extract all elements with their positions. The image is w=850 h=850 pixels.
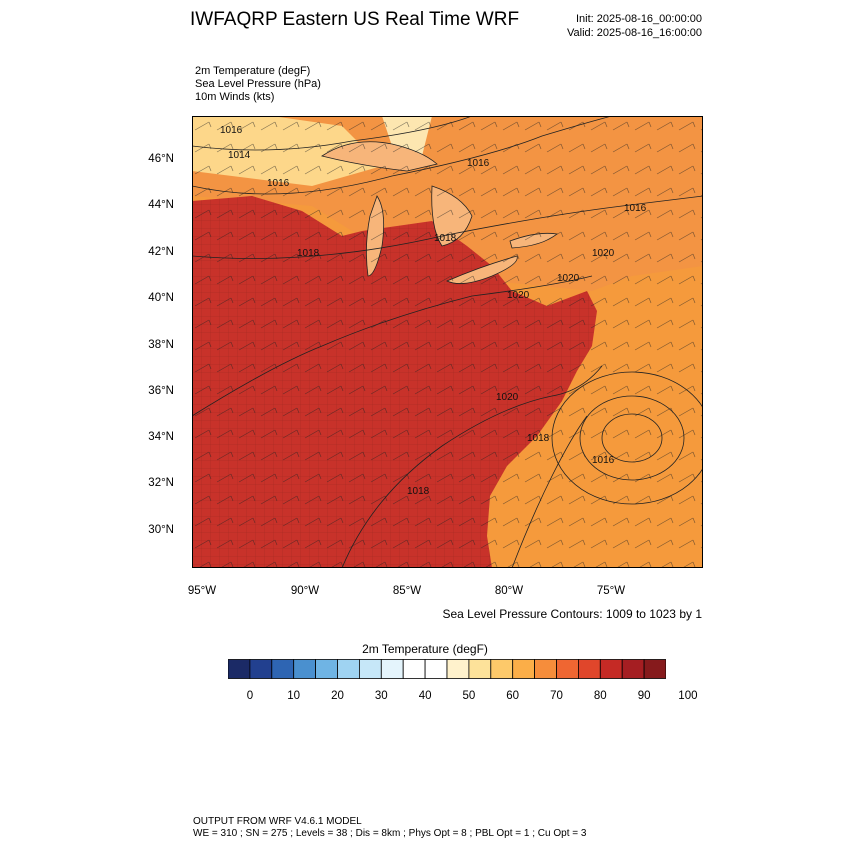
contour-note: Sea Level Pressure Contours: 1009 to 102… <box>442 607 703 621</box>
isobar-label: 1018 <box>434 233 457 244</box>
isobar-label: 1020 <box>557 273 580 284</box>
colorbar-tick-label: 50 <box>462 690 476 702</box>
colorbar-tick-label: 60 <box>506 690 520 702</box>
isobar-label: 1020 <box>592 248 615 259</box>
colorbar-cell <box>468 659 492 679</box>
isobar-label: 1016 <box>592 455 615 466</box>
field-label-winds: 10m Winds (kts) <box>195 91 275 103</box>
colorbar-cell <box>556 659 579 679</box>
colorbar <box>227 659 667 684</box>
colorbar-cell <box>621 659 645 679</box>
colorbar-tick-label: 0 <box>246 690 254 702</box>
lon-label: 75°W <box>596 585 626 597</box>
lon-label: 80°W <box>494 585 524 597</box>
isobar-label: 1014 <box>228 150 251 161</box>
colorbar-cell <box>643 659 667 679</box>
colorbar-cell <box>293 659 316 679</box>
valid-time: Valid: 2025-08-16_16:00:00 <box>567 27 702 39</box>
colorbar-tick-label: 70 <box>550 690 563 702</box>
lat-label: 34°N <box>148 431 174 443</box>
colorbar-cell <box>424 659 448 679</box>
colorbar-cell <box>249 659 273 679</box>
colorbar-cell <box>315 659 338 679</box>
lat-label: 42°N <box>148 246 174 258</box>
lon-label: 95°W <box>187 585 217 597</box>
isobar-label: 1018 <box>297 248 320 259</box>
wind-barbs <box>192 116 703 568</box>
isobar-label: 1016 <box>220 125 243 136</box>
field-label-pressure: Sea Level Pressure (hPa) <box>195 78 321 90</box>
isobar-label: 1016 <box>624 203 647 214</box>
init-time: Init: 2025-08-16_00:00:00 <box>576 13 702 25</box>
isobar-label: 1020 <box>496 392 519 403</box>
field-label-temperature: 2m Temperature (degF) <box>195 65 311 77</box>
lat-label: 36°N <box>148 385 174 397</box>
colorbar-cell <box>577 659 601 679</box>
colorbar-cell <box>337 659 360 679</box>
colorbar-tick-label: 30 <box>374 690 388 702</box>
lon-label: 85°W <box>392 585 422 597</box>
colorbar-tick-label: 40 <box>418 690 432 702</box>
model-config-footer: WE = 310 ; SN = 275 ; Levels = 38 ; Dis … <box>193 828 587 839</box>
lat-label: 44°N <box>148 199 174 211</box>
isobar-labels: 1016 1014 1016 1016 1018 1016 1020 1020 1020 1018… <box>220 125 647 497</box>
plot-title: IWFAQRP Eastern US Real Time WRF <box>190 9 520 30</box>
colorbar-tick-label: 10 <box>287 690 301 702</box>
lat-label: 32°N <box>148 477 174 489</box>
isobar-label: 1018 <box>407 486 430 497</box>
colorbar-cell <box>599 659 623 679</box>
colorbar-tick-label: 80 <box>593 690 607 702</box>
lon-label: 90°W <box>290 585 320 597</box>
colorbar-title: 2m Temperature (degF) <box>362 642 488 656</box>
colorbar-cell <box>446 659 470 679</box>
colorbar-cell <box>358 659 382 679</box>
weather-map: 1016 1014 1016 1016 1018 1016 1020 1020 1020 1018… <box>192 116 703 568</box>
model-footer: OUTPUT FROM WRF V4.6.1 MODEL <box>193 816 362 827</box>
isobar-label: 1016 <box>267 178 290 189</box>
lat-label: 30°N <box>148 524 174 536</box>
isobar-label: 1020 <box>507 290 530 301</box>
lat-label: 40°N <box>148 292 174 304</box>
lat-label: 46°N <box>148 153 174 165</box>
isobar-label: 1016 <box>467 158 490 169</box>
colorbar-cell <box>271 659 295 679</box>
colorbar-cell <box>380 659 404 679</box>
colorbar-cell <box>490 659 514 679</box>
lat-label: 38°N <box>148 339 174 351</box>
colorbar-cell <box>402 659 426 679</box>
colorbar-cell <box>227 659 251 679</box>
isobar-label: 1018 <box>527 433 550 444</box>
colorbar-tick-label: 100 <box>678 690 698 702</box>
map-frame <box>192 116 703 568</box>
colorbar-cell <box>534 659 557 679</box>
colorbar-cell <box>512 659 536 679</box>
colorbar-tick-label: 90 <box>637 690 651 702</box>
colorbar-tick-label: 20 <box>331 690 344 702</box>
